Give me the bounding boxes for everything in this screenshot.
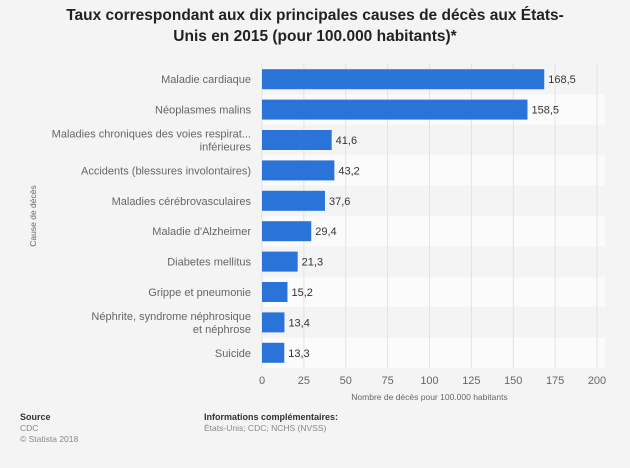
category-label: Néoplasmes malins <box>155 105 251 117</box>
category-label: Grippe et pneumonie <box>148 287 251 299</box>
bar <box>262 99 528 120</box>
value-label: 41,6 <box>336 135 357 147</box>
x-tick-label: 150 <box>504 375 522 387</box>
bar-chart: 0 25 50 75 100 125 150 175 200 168,5 Maladie cardi… <box>28 64 606 402</box>
row-band <box>262 216 605 247</box>
row-band <box>262 246 605 277</box>
category-label: Suicide <box>215 348 251 360</box>
x-tick-label: 75 <box>382 375 394 387</box>
chart-title-line-2: Unis en 2015 (pour 100.000 habitants)* <box>173 28 457 45</box>
bar <box>262 69 545 90</box>
bar <box>262 160 335 181</box>
x-tick-label: 25 <box>298 375 310 387</box>
x-axis-title: Nombre de décès pour 100.000 habitants <box>351 392 507 402</box>
value-label: 43,2 <box>338 165 359 177</box>
bar <box>262 130 332 150</box>
value-label: 168,5 <box>548 74 576 86</box>
x-tick-label: 175 <box>546 375 564 387</box>
info-line: États-Unis; CDC; NCHS (NVSS) <box>204 423 327 433</box>
x-tick-label: 125 <box>462 375 480 387</box>
x-tick-label: 100 <box>420 375 438 387</box>
source-block: Source CDC © Statista 2018 <box>20 412 78 445</box>
category-label: Néphrite, syndrome néphrosique <box>91 311 251 323</box>
category-label: inférieures <box>200 142 252 154</box>
source-title: Source <box>20 412 51 422</box>
source-line: CDC <box>20 423 39 433</box>
category-label: Maladies chroniques des voies respirat..… <box>52 129 251 141</box>
copyright-line: © Statista 2018 <box>20 434 79 444</box>
category-label: Maladie cardiaque <box>161 74 251 86</box>
value-label: 15,2 <box>291 287 312 299</box>
bar <box>262 190 325 211</box>
row-band <box>262 337 605 368</box>
row-band <box>262 276 605 308</box>
bar <box>262 221 312 242</box>
x-tick-label: 50 <box>340 375 352 387</box>
category-label: Diabetes mellitus <box>167 257 251 269</box>
category-label: Maladie d'Alzheimer <box>152 226 251 238</box>
value-label: 37,6 <box>329 196 350 208</box>
value-label: 29,4 <box>315 226 336 238</box>
value-label: 21,3 <box>302 257 323 269</box>
x-tick-label: 200 <box>588 375 606 387</box>
category-label: et néphrose <box>193 324 251 336</box>
value-label: 13,3 <box>288 348 309 360</box>
bar <box>262 282 288 302</box>
info-block: Informations complémentaires: États-Unis… <box>204 412 338 434</box>
y-axis-title: Cause de décès <box>28 185 38 246</box>
row-band <box>262 307 605 338</box>
info-title: Informations complémentaires: <box>204 412 339 422</box>
chart-title: Taux correspondant aux dix principales c… <box>0 5 630 47</box>
value-label: 158,5 <box>531 105 559 117</box>
category-label: Accidents (blessures involontaires) <box>81 165 251 177</box>
value-label: 13,4 <box>288 317 309 329</box>
x-tick-label: 0 <box>259 375 265 387</box>
bar <box>262 342 285 363</box>
bar <box>262 312 285 333</box>
bar <box>262 251 298 272</box>
category-label: Maladies cérébrovasculaires <box>112 196 252 208</box>
chart-title-line-1: Taux correspondant aux dix principales c… <box>66 7 564 24</box>
